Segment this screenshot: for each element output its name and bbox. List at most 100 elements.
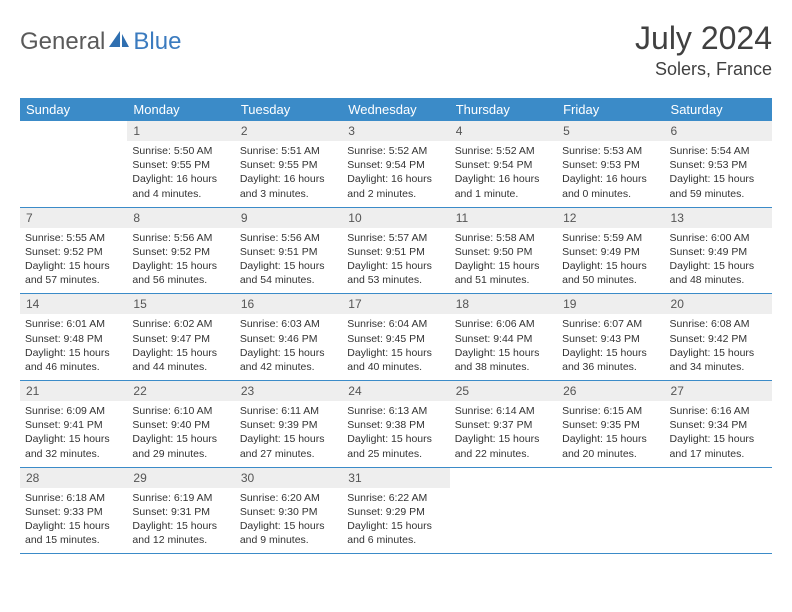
day-details: Sunrise: 6:10 AMSunset: 9:40 PMDaylight:… bbox=[127, 401, 234, 467]
sunrise-text: Sunrise: 6:04 AM bbox=[347, 317, 444, 331]
calendar-cell: 10Sunrise: 5:57 AMSunset: 9:51 PMDayligh… bbox=[342, 207, 449, 294]
day-number: 30 bbox=[235, 468, 342, 488]
sunset-text: Sunset: 9:31 PM bbox=[132, 505, 229, 519]
calendar-cell: 8Sunrise: 5:56 AMSunset: 9:52 PMDaylight… bbox=[127, 207, 234, 294]
day-details: Sunrise: 6:03 AMSunset: 9:46 PMDaylight:… bbox=[235, 314, 342, 380]
day-number: 13 bbox=[665, 208, 772, 228]
sunset-text: Sunset: 9:55 PM bbox=[240, 158, 337, 172]
sunset-text: Sunset: 9:50 PM bbox=[455, 245, 552, 259]
daylight-text: Daylight: 15 hours and 32 minutes. bbox=[25, 432, 122, 460]
daylight-text: Daylight: 15 hours and 46 minutes. bbox=[25, 346, 122, 374]
sunset-text: Sunset: 9:34 PM bbox=[670, 418, 767, 432]
day-number: 17 bbox=[342, 294, 449, 314]
sunrise-text: Sunrise: 5:58 AM bbox=[455, 231, 552, 245]
day-details: Sunrise: 6:04 AMSunset: 9:45 PMDaylight:… bbox=[342, 314, 449, 380]
day-number: 5 bbox=[557, 121, 664, 141]
day-number: 11 bbox=[450, 208, 557, 228]
day-number: 20 bbox=[665, 294, 772, 314]
sunrise-text: Sunrise: 5:55 AM bbox=[25, 231, 122, 245]
daylight-text: Daylight: 15 hours and 50 minutes. bbox=[562, 259, 659, 287]
day-details: Sunrise: 6:22 AMSunset: 9:29 PMDaylight:… bbox=[342, 488, 449, 554]
sunrise-text: Sunrise: 6:07 AM bbox=[562, 317, 659, 331]
sunrise-text: Sunrise: 6:01 AM bbox=[25, 317, 122, 331]
daylight-text: Daylight: 16 hours and 1 minute. bbox=[455, 172, 552, 200]
day-number: 24 bbox=[342, 381, 449, 401]
sunset-text: Sunset: 9:45 PM bbox=[347, 332, 444, 346]
daylight-text: Daylight: 15 hours and 48 minutes. bbox=[670, 259, 767, 287]
day-number: 29 bbox=[127, 468, 234, 488]
day-number: 25 bbox=[450, 381, 557, 401]
day-details: Sunrise: 6:01 AMSunset: 9:48 PMDaylight:… bbox=[20, 314, 127, 380]
sunset-text: Sunset: 9:49 PM bbox=[670, 245, 767, 259]
day-details: Sunrise: 5:50 AMSunset: 9:55 PMDaylight:… bbox=[127, 141, 234, 207]
calendar-cell: 23Sunrise: 6:11 AMSunset: 9:39 PMDayligh… bbox=[235, 381, 342, 468]
sunrise-text: Sunrise: 6:00 AM bbox=[670, 231, 767, 245]
sunset-text: Sunset: 9:38 PM bbox=[347, 418, 444, 432]
daylight-text: Daylight: 15 hours and 53 minutes. bbox=[347, 259, 444, 287]
day-number: 2 bbox=[235, 121, 342, 141]
sunrise-text: Sunrise: 6:11 AM bbox=[240, 404, 337, 418]
calendar-cell: 22Sunrise: 6:10 AMSunset: 9:40 PMDayligh… bbox=[127, 381, 234, 468]
weekday-header: Monday bbox=[127, 98, 234, 121]
day-number: 6 bbox=[665, 121, 772, 141]
weekday-header: Thursday bbox=[450, 98, 557, 121]
day-number: 18 bbox=[450, 294, 557, 314]
day-details: Sunrise: 5:56 AMSunset: 9:51 PMDaylight:… bbox=[235, 228, 342, 294]
daylight-text: Daylight: 15 hours and 15 minutes. bbox=[25, 519, 122, 547]
calendar-table: Sunday Monday Tuesday Wednesday Thursday… bbox=[20, 98, 772, 554]
title-block: July 2024 Solers, France bbox=[635, 20, 772, 80]
calendar-cell: 7Sunrise: 5:55 AMSunset: 9:52 PMDaylight… bbox=[20, 207, 127, 294]
day-number: 16 bbox=[235, 294, 342, 314]
calendar-cell: 11Sunrise: 5:58 AMSunset: 9:50 PMDayligh… bbox=[450, 207, 557, 294]
day-number: 4 bbox=[450, 121, 557, 141]
sunrise-text: Sunrise: 6:02 AM bbox=[132, 317, 229, 331]
brand-logo: General Blue bbox=[20, 28, 181, 56]
daylight-text: Daylight: 16 hours and 2 minutes. bbox=[347, 172, 444, 200]
calendar-cell: 21Sunrise: 6:09 AMSunset: 9:41 PMDayligh… bbox=[20, 381, 127, 468]
calendar-cell: 26Sunrise: 6:15 AMSunset: 9:35 PMDayligh… bbox=[557, 381, 664, 468]
daylight-text: Daylight: 15 hours and 38 minutes. bbox=[455, 346, 552, 374]
day-details: Sunrise: 6:06 AMSunset: 9:44 PMDaylight:… bbox=[450, 314, 557, 380]
sunset-text: Sunset: 9:53 PM bbox=[670, 158, 767, 172]
daylight-text: Daylight: 15 hours and 20 minutes. bbox=[562, 432, 659, 460]
sunset-text: Sunset: 9:30 PM bbox=[240, 505, 337, 519]
day-number: 31 bbox=[342, 468, 449, 488]
sunrise-text: Sunrise: 6:18 AM bbox=[25, 491, 122, 505]
sunset-text: Sunset: 9:35 PM bbox=[562, 418, 659, 432]
calendar-cell bbox=[450, 467, 557, 554]
sunrise-text: Sunrise: 6:15 AM bbox=[562, 404, 659, 418]
sunset-text: Sunset: 9:51 PM bbox=[347, 245, 444, 259]
sunrise-text: Sunrise: 5:56 AM bbox=[132, 231, 229, 245]
calendar-cell: 1Sunrise: 5:50 AMSunset: 9:55 PMDaylight… bbox=[127, 121, 234, 207]
sunrise-text: Sunrise: 5:52 AM bbox=[455, 144, 552, 158]
day-details: Sunrise: 5:57 AMSunset: 9:51 PMDaylight:… bbox=[342, 228, 449, 294]
day-number: 26 bbox=[557, 381, 664, 401]
brand-part2: Blue bbox=[133, 28, 181, 56]
brand-part1: General bbox=[20, 28, 105, 56]
daylight-text: Daylight: 15 hours and 40 minutes. bbox=[347, 346, 444, 374]
sunset-text: Sunset: 9:52 PM bbox=[25, 245, 122, 259]
calendar-cell: 3Sunrise: 5:52 AMSunset: 9:54 PMDaylight… bbox=[342, 121, 449, 207]
day-number: 3 bbox=[342, 121, 449, 141]
calendar-row: 28Sunrise: 6:18 AMSunset: 9:33 PMDayligh… bbox=[20, 467, 772, 554]
sunset-text: Sunset: 9:54 PM bbox=[347, 158, 444, 172]
calendar-cell: 17Sunrise: 6:04 AMSunset: 9:45 PMDayligh… bbox=[342, 294, 449, 381]
day-details: Sunrise: 6:07 AMSunset: 9:43 PMDaylight:… bbox=[557, 314, 664, 380]
calendar-cell: 12Sunrise: 5:59 AMSunset: 9:49 PMDayligh… bbox=[557, 207, 664, 294]
calendar-cell: 29Sunrise: 6:19 AMSunset: 9:31 PMDayligh… bbox=[127, 467, 234, 554]
day-details: Sunrise: 6:15 AMSunset: 9:35 PMDaylight:… bbox=[557, 401, 664, 467]
sunrise-text: Sunrise: 5:54 AM bbox=[670, 144, 767, 158]
sunset-text: Sunset: 9:49 PM bbox=[562, 245, 659, 259]
sunrise-text: Sunrise: 6:03 AM bbox=[240, 317, 337, 331]
sunrise-text: Sunrise: 5:57 AM bbox=[347, 231, 444, 245]
sunset-text: Sunset: 9:48 PM bbox=[25, 332, 122, 346]
sunset-text: Sunset: 9:42 PM bbox=[670, 332, 767, 346]
calendar-row: 1Sunrise: 5:50 AMSunset: 9:55 PMDaylight… bbox=[20, 121, 772, 207]
sail-icon bbox=[107, 29, 131, 56]
calendar-cell: 6Sunrise: 5:54 AMSunset: 9:53 PMDaylight… bbox=[665, 121, 772, 207]
day-number: 9 bbox=[235, 208, 342, 228]
sunrise-text: Sunrise: 6:06 AM bbox=[455, 317, 552, 331]
weekday-header: Friday bbox=[557, 98, 664, 121]
calendar-cell: 28Sunrise: 6:18 AMSunset: 9:33 PMDayligh… bbox=[20, 467, 127, 554]
calendar-cell: 30Sunrise: 6:20 AMSunset: 9:30 PMDayligh… bbox=[235, 467, 342, 554]
